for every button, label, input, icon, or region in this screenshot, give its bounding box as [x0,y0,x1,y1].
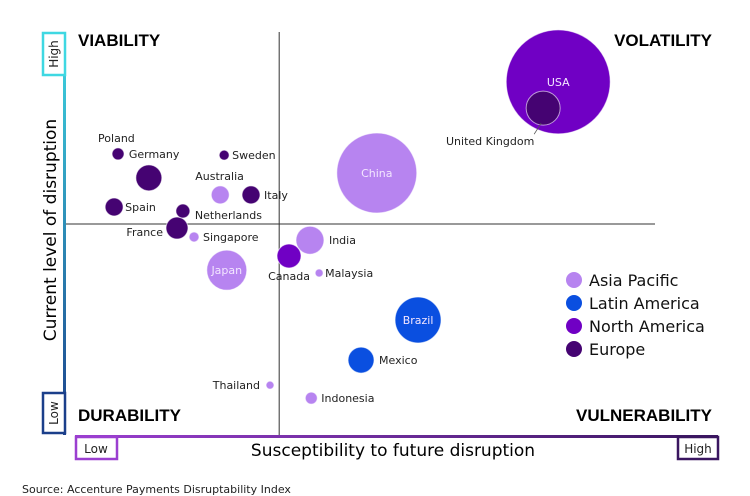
bubble-label: Brazil [403,314,434,327]
bubble-label: Mexico [379,354,418,367]
y-high-label: High [47,40,61,68]
legend-swatch [566,272,582,288]
y-axis-bar [63,32,66,435]
legend-swatch [566,341,582,357]
legend-item-europe: Europe [566,340,645,359]
bubble-label: Spain [125,201,156,214]
quadrant-label-volatility: VOLATILITY [614,31,713,50]
y-high-box [41,31,67,77]
bubble-label: Australia [195,170,244,183]
bubble-mark [210,185,230,205]
bubble-mark [525,90,561,126]
bubble-mark [276,243,302,269]
bubble-spain: Spain [104,197,156,217]
x-high-box [676,435,720,461]
bubble-singapore: Singapore [188,231,259,244]
legend-label: Asia Pacific [589,271,678,290]
legend-swatch [566,295,582,311]
bubble-label: USA [547,76,570,89]
bubble-mark [265,380,275,390]
x-axis-title: Susceptibility to future disruption [251,441,535,461]
quadrant-label-durability: DURABILITY [78,406,182,425]
legend: Asia Pacific Latin America North America Eu… [566,271,705,359]
bubble-malaysia: Malaysia [314,267,373,280]
bubble-label: Thailand [212,379,260,392]
leader-line [533,122,542,135]
bubble-brazil: Brazil [394,296,442,344]
legend-item-latin-america: Latin America [566,294,700,313]
bubble-mexico: Mexico [347,346,418,374]
bubble-mark [218,149,230,161]
bubble-united-kingdom: United Kingdom [446,90,561,148]
x-high-label: High [684,442,712,456]
bubble-label: France [126,226,163,239]
bubble-mark [104,197,124,217]
x-low-label: Low [84,442,108,456]
legend-label: Latin America [589,294,700,313]
bubble-mark [295,225,325,255]
y-low-label: Low [47,401,61,425]
bubble-label: Italy [264,189,288,202]
bubble-mark [347,346,375,374]
bubble-sweden: Sweden [218,149,276,162]
bubble-indonesia: Indonesia [304,391,374,405]
bubble-label: Malaysia [325,267,373,280]
bubble-label: Indonesia [321,392,374,405]
bubble-label: Netherlands [195,209,262,222]
x-axis-bar [75,435,718,438]
bubble-mark [175,203,191,219]
bubble-label: Sweden [232,149,275,162]
bubble-mark [188,231,200,243]
bubble-mark [241,185,261,205]
bubble-india: India [295,225,356,255]
y-axis-title: Current level of disruption [41,119,61,341]
bubble-netherlands: Netherlands [175,203,262,222]
bubble-mark [206,249,248,291]
bubble-label: Japan [210,264,242,277]
bubble-label: Germany [129,148,180,161]
bubble-mark [304,391,318,405]
bubble-china: China [336,132,418,214]
legend-item-asia-pacific: Asia Pacific [566,271,678,290]
bubble-usa: USA [505,29,611,135]
bubble-mark [135,164,163,192]
legend-item-north-america: North America [566,317,705,336]
quadrant-label-vulnerability: VULNERABILITY [576,406,713,425]
bubble-thailand: Thailand [212,379,275,392]
bubble-germany: Germany [129,148,180,192]
bubble-label: United Kingdom [446,135,534,148]
quadrant-label-viability: VIABILITY [78,31,161,50]
bubble-mark [336,132,418,214]
bubble-label: Canada [268,270,310,283]
bubble-australia: Australia [195,170,244,205]
bubble-mark [111,147,125,161]
bubble-poland: Poland [98,132,135,161]
bubble-italy: Italy [241,185,288,205]
bubble-label: India [329,234,356,247]
source-note: Source: Accenture Payments Disruptabilit… [22,483,291,496]
bubble-label: Singapore [203,231,259,244]
legend-label: Europe [589,340,645,359]
bubble-canada: Canada [268,243,310,283]
bubble-label: China [361,167,392,180]
y-low-box [41,391,67,435]
bubble-mark [314,268,324,278]
x-low-box [74,435,119,461]
bubble-japan: Japan [206,249,248,291]
bubble-label: Poland [98,132,135,145]
bubble-france: France [126,216,189,240]
legend-swatch [566,318,582,334]
bubble-mark [394,296,442,344]
bubble-mark [165,216,189,240]
legend-label: North America [589,317,705,336]
